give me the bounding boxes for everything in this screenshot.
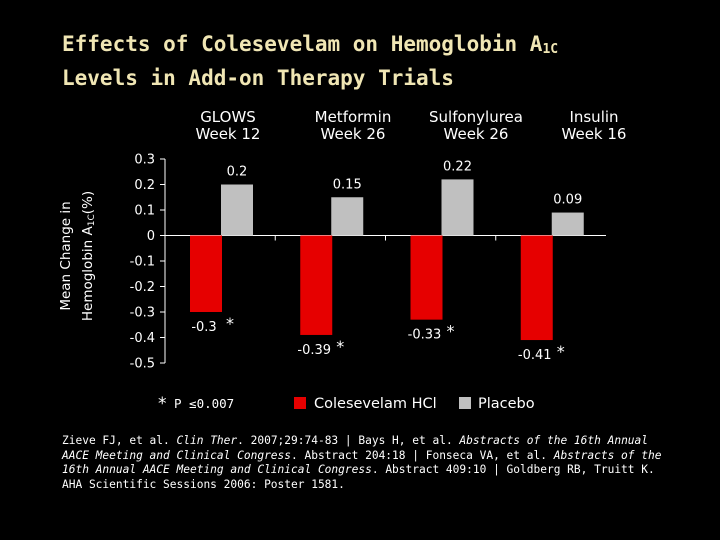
y-tick-label: -0.2 xyxy=(130,280,155,295)
reference-text: Zieve FJ, et al. xyxy=(62,434,177,447)
y-tick-label: -0.4 xyxy=(130,331,155,346)
footnote-text: P ≤0.007 xyxy=(174,396,234,411)
category-label-line1: Insulin xyxy=(569,108,618,126)
significance-star: * xyxy=(336,337,344,356)
category-label-line2: Week 16 xyxy=(562,125,627,143)
data-label-colesevelam: -0.41 xyxy=(518,348,552,363)
legend-swatch-colesevelam xyxy=(294,397,306,409)
data-label-placebo: 0.22 xyxy=(443,159,472,174)
reference-journal: Abstracts of the 16th Annual AACE Meetin… xyxy=(62,434,649,462)
bar-colesevelam xyxy=(520,235,553,341)
y-tick-label: 0.3 xyxy=(134,153,155,168)
y-tick-label: 0.2 xyxy=(134,178,155,193)
category-label-line2: Week 12 xyxy=(196,125,261,143)
reference-journal: Clin Ther xyxy=(176,434,238,447)
legend-swatch-placebo xyxy=(459,397,471,409)
bar-colesevelam xyxy=(300,235,333,335)
reference-text: . Abstract 204:18 | Fonseca VA, et al. xyxy=(291,448,554,462)
references: Zieve FJ, et al. Clin Ther. 2007;29:74-8… xyxy=(62,434,672,493)
reference-text: . Abstract 409:10 | Goldberg RB, Truitt … xyxy=(62,463,655,492)
y-tick-label: 0 xyxy=(147,229,155,244)
data-label-placebo: 0.09 xyxy=(553,193,582,208)
y-tick-label: -0.1 xyxy=(130,255,155,270)
legend-label-placebo: Placebo xyxy=(478,396,535,412)
category-label-line1: GLOWS xyxy=(200,108,256,126)
bar-placebo xyxy=(551,212,584,236)
significance-star: * xyxy=(447,322,455,341)
bar-colesevelam xyxy=(190,235,222,312)
data-label-placebo: 0.15 xyxy=(333,177,362,192)
title-line1: Effects of Colesevelam on Hemoglobin A xyxy=(62,32,543,56)
significance-star: * xyxy=(557,342,565,361)
data-label-placebo: 0.2 xyxy=(227,165,248,180)
category-label-line1: Metformin xyxy=(315,108,392,126)
reference-text: . 2007;29:74-83 | Bays H, et al. xyxy=(237,434,460,447)
slide-title: Effects of Colesevelam on Hemoglobin A1C… xyxy=(62,30,558,93)
footnote-star: * xyxy=(158,394,167,414)
y-tick-label: -0.3 xyxy=(130,306,155,321)
category-label-line2: Week 26 xyxy=(321,125,386,143)
bar-placebo xyxy=(331,197,364,236)
reference-journal: Abstracts of the 16th Annual AACE Meetin… xyxy=(62,448,662,477)
data-label-colesevelam: -0.33 xyxy=(408,328,442,343)
category-label-line2: Week 26 xyxy=(444,125,509,143)
data-label-colesevelam: -0.39 xyxy=(297,343,331,358)
bar-colesevelam xyxy=(410,235,443,320)
y-axis-label-line2: Hemoglobin A1C(%) xyxy=(80,191,97,321)
title-subscript: 1C xyxy=(542,42,559,57)
y-axis-label-line1: Mean Change in xyxy=(58,201,74,310)
y-tick-label: -0.5 xyxy=(130,357,155,372)
bar-placebo xyxy=(441,179,474,236)
y-axis-label: Mean Change in Hemoglobin A1C(%) xyxy=(58,191,97,321)
significance-star: * xyxy=(226,314,234,333)
bar-placebo xyxy=(221,184,253,236)
y-tick-label: 0.1 xyxy=(134,204,155,219)
category-label-line1: Sulfonylurea xyxy=(429,108,523,126)
data-label-colesevelam: -0.3 xyxy=(191,320,216,335)
legend-label-colesevelam: Colesevelam HCl xyxy=(314,396,437,412)
title-line2: Levels in Add-on Therapy Trials xyxy=(62,66,454,90)
